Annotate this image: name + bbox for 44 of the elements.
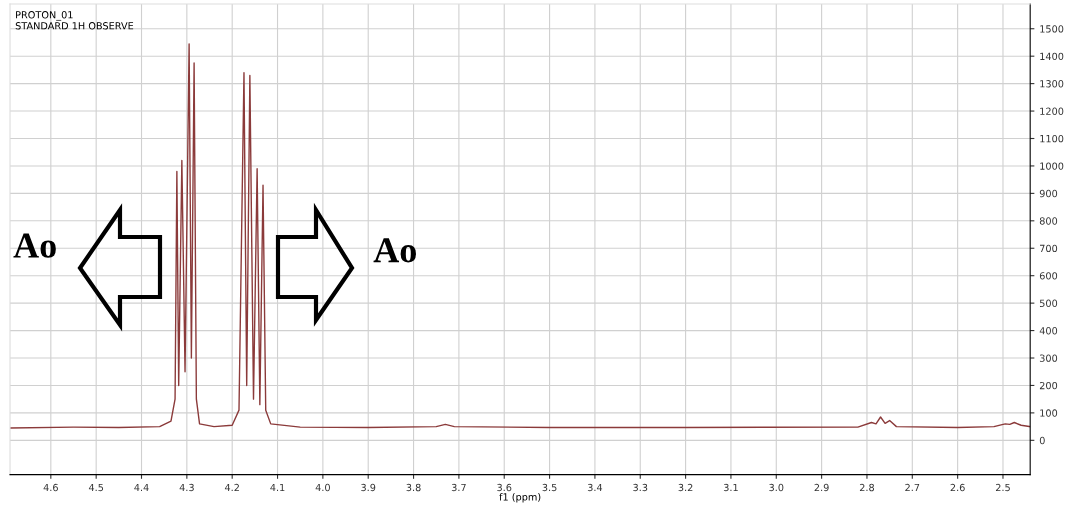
y-tick-label: 0	[1039, 436, 1045, 445]
line-series	[10, 43, 1031, 429]
annotation: PROTON_01	[16, 11, 73, 21]
y-tick-label: 300	[1039, 354, 1058, 362]
x-tick-label: 3.6	[497, 483, 512, 492]
x-tick-label: 4.5	[88, 483, 104, 492]
y-tick-label: 1100	[1040, 134, 1064, 143]
annotation: STANDARD 1H OBSERVE	[15, 22, 134, 30]
y-tick-label: 700	[1040, 244, 1058, 253]
x-tick-label: 4.1	[270, 483, 285, 492]
y-tick-label: 600	[1039, 272, 1058, 280]
x-tick-label: 2.8	[859, 483, 875, 492]
x-tick-label: 2.5	[995, 483, 1010, 492]
x-tick-label: 4.4	[134, 483, 149, 492]
x-tick-label: 4.3	[179, 483, 194, 492]
x-tick-label: 3.7	[451, 483, 466, 492]
x-tick-label: 3.9	[361, 483, 376, 492]
y-tick-label: 1200	[1040, 107, 1064, 115]
x-tick-label: 2.6	[950, 483, 965, 492]
x-tick-label: 3.1	[723, 483, 738, 492]
y-tick-label: 400	[1039, 327, 1058, 335]
y-tick-label: 1400	[1040, 52, 1064, 61]
y-tick-label: 800	[1039, 217, 1058, 225]
x-tick-label: 2.9	[814, 483, 829, 492]
y-tick-label: 1300	[1040, 80, 1064, 88]
x-tick-label: 3.2	[678, 483, 693, 492]
annotation: Ao	[373, 238, 416, 263]
y-tick-label: 500	[1039, 299, 1058, 307]
x-tick-label: 4.0	[315, 483, 330, 492]
x-tick-label: 3.5	[542, 483, 557, 492]
x-tick-label: 3.8	[406, 483, 421, 492]
annotation: Ao	[13, 233, 56, 258]
y-tick-label: 100	[1040, 409, 1058, 417]
y-tick-label: 200	[1039, 381, 1058, 390]
x-tick-label: 4.2	[224, 483, 239, 492]
x-tick-label: 3.3	[633, 483, 648, 492]
y-tick-label: 900	[1039, 189, 1058, 198]
x-tick-label: 3.4	[587, 483, 603, 492]
x-axis-title: f1 (ppm)	[499, 493, 541, 503]
x-tick-label: 3.0	[769, 483, 784, 492]
y-tick-label: 1500	[1040, 25, 1064, 33]
y-tick-label: 1000	[1040, 162, 1064, 170]
x-tick-label: 4.6	[43, 483, 58, 492]
x-tick-label: 2.7	[905, 483, 920, 492]
